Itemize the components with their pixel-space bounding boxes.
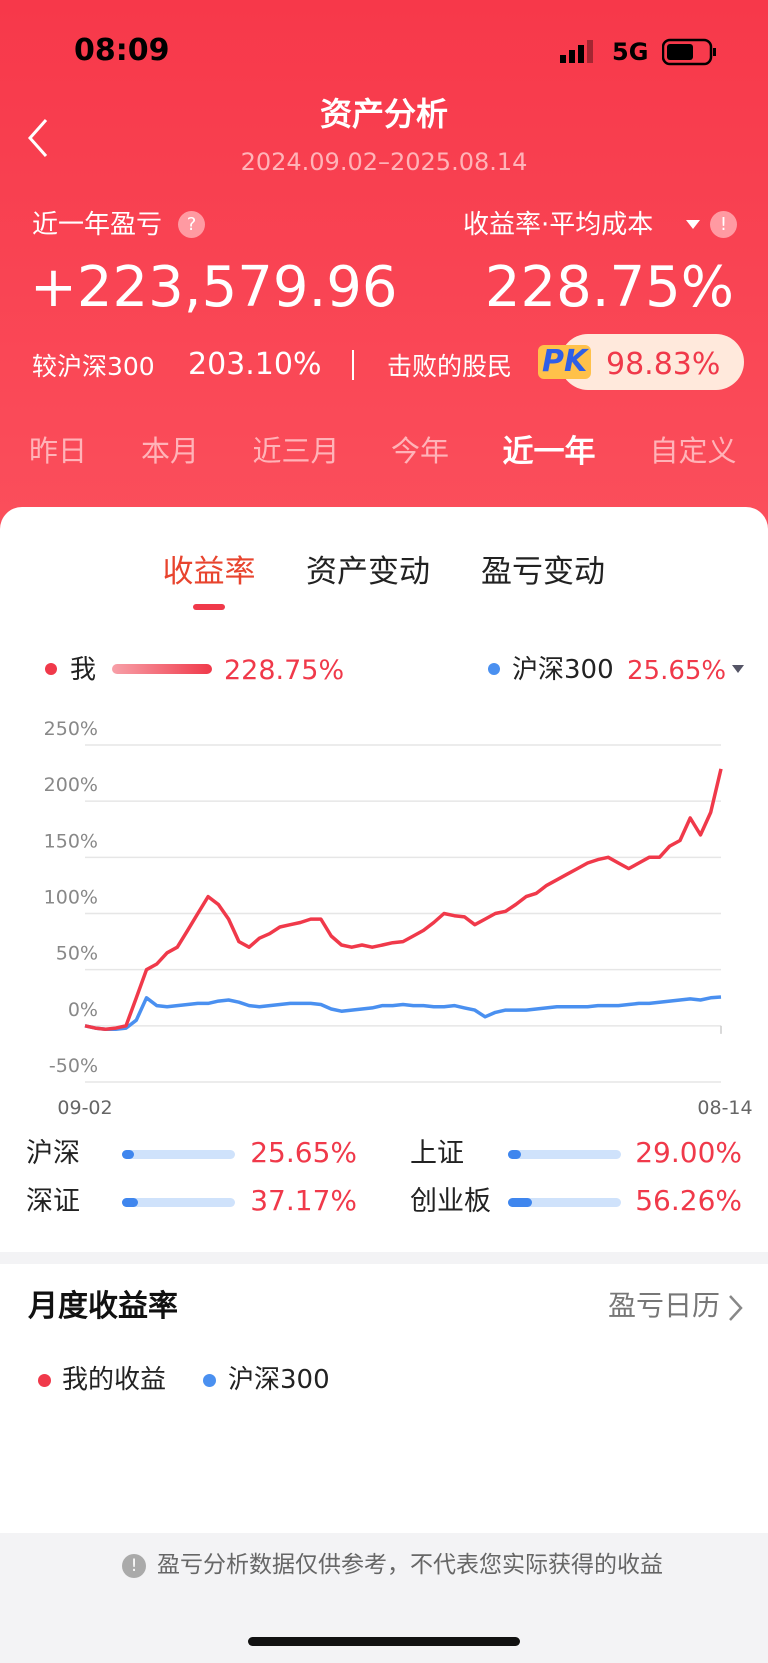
index-name: 创业板 bbox=[410, 1186, 491, 1217]
index-value: 25.65% bbox=[250, 1136, 357, 1169]
chevron-icon bbox=[729, 1295, 743, 1321]
y-tick-label: 50% bbox=[56, 943, 98, 965]
legend-swatch bbox=[112, 664, 212, 674]
legend-dot bbox=[45, 663, 57, 675]
y-tick-label: 250% bbox=[44, 718, 98, 740]
profit-value: +223,579.96 bbox=[30, 255, 398, 320]
home-indicator bbox=[248, 1637, 520, 1646]
dropdown-icon bbox=[732, 665, 744, 673]
footer-note: 盈亏分析数据仅供参考，不代表您实际获得的收益 bbox=[157, 1552, 663, 1578]
y-tick-label: 150% bbox=[44, 830, 98, 852]
legend-dot bbox=[203, 1374, 216, 1387]
chart-card bbox=[0, 507, 768, 1252]
calendar-link[interactable]: 盈亏日历 bbox=[607, 1289, 720, 1322]
y-tick-label: 100% bbox=[44, 887, 98, 909]
index-bar bbox=[508, 1150, 621, 1159]
index-name: 沪深 bbox=[26, 1138, 80, 1169]
period-tab[interactable]: 自定义 bbox=[649, 434, 737, 468]
chart-tab[interactable]: 收益率 bbox=[162, 554, 256, 590]
notice-icon: ! bbox=[122, 1554, 146, 1578]
x-tick-label: 08-14 bbox=[697, 1097, 752, 1119]
monthly-title: 月度收益率 bbox=[28, 1289, 178, 1324]
legend-label: 沪深300 bbox=[228, 1365, 330, 1395]
legend-label: 沪深300 bbox=[512, 655, 614, 685]
info-icon[interactable]: ! bbox=[710, 211, 737, 238]
divider bbox=[352, 350, 354, 380]
pk-badge: PK bbox=[538, 345, 592, 379]
index-value: 56.26% bbox=[635, 1184, 742, 1217]
compare-value: 203.10% bbox=[188, 347, 322, 382]
page-title: 资产分析 bbox=[319, 95, 448, 133]
index-bar bbox=[122, 1150, 235, 1159]
profit-label: 近一年盈亏 bbox=[32, 210, 163, 240]
help-icon[interactable]: ? bbox=[178, 211, 205, 238]
index-value: 37.17% bbox=[250, 1184, 357, 1217]
period-tab[interactable]: 近一年 bbox=[502, 434, 596, 470]
index-value: 29.00% bbox=[635, 1136, 742, 1169]
y-tick-label: 200% bbox=[44, 774, 98, 796]
series-line bbox=[84, 995, 722, 1031]
date-range: 2024.09.02–2025.08.14 bbox=[240, 148, 528, 176]
legend-label: 我 bbox=[70, 655, 96, 685]
legend-value: 25.65% bbox=[627, 656, 726, 686]
index-bar bbox=[122, 1198, 235, 1207]
index-name: 上证 bbox=[410, 1138, 464, 1169]
legend-dot bbox=[488, 663, 500, 675]
header-bg bbox=[0, 0, 768, 540]
compare-label: 较沪深300 bbox=[32, 352, 155, 381]
legend-value: 228.75% bbox=[224, 655, 344, 686]
back-button[interactable] bbox=[26, 118, 50, 158]
beat-label: 击败的股民 bbox=[387, 352, 513, 381]
period-tab[interactable]: 本月 bbox=[140, 434, 200, 468]
battery-icon bbox=[662, 38, 716, 66]
index-bar bbox=[508, 1198, 621, 1207]
rate-value: 228.75% bbox=[484, 255, 734, 320]
series-line bbox=[84, 768, 723, 1031]
index-name: 深证 bbox=[26, 1186, 80, 1217]
period-tab[interactable]: 昨日 bbox=[28, 434, 88, 468]
chart-tab[interactable]: 盈亏变动 bbox=[481, 554, 605, 590]
x-tick-label: 09-02 bbox=[57, 1097, 112, 1119]
period-tab[interactable]: 今年 bbox=[390, 434, 450, 468]
period-tab[interactable]: 近三月 bbox=[252, 434, 340, 468]
network: 5G bbox=[612, 38, 649, 66]
beat-value: 98.83% bbox=[606, 347, 721, 382]
time: 08:09 bbox=[74, 33, 170, 68]
rate-label[interactable]: 收益率·平均成本 bbox=[463, 210, 654, 240]
chart: 250% 200% 150% 100% 50% 0% -50% 09-02 08-14 我 228.… bbox=[44, 655, 753, 1119]
y-tick-label: -50% bbox=[49, 1055, 98, 1077]
chart-tab[interactable]: 资产变动 bbox=[306, 554, 430, 590]
signal-icon bbox=[560, 40, 593, 63]
legend-dot bbox=[38, 1374, 51, 1387]
y-tick-label: 0% bbox=[68, 999, 98, 1021]
legend-label: 我的收益 bbox=[62, 1365, 167, 1395]
dropdown-icon bbox=[686, 220, 700, 229]
tab-underline bbox=[193, 604, 225, 610]
separator bbox=[0, 1252, 768, 1264]
